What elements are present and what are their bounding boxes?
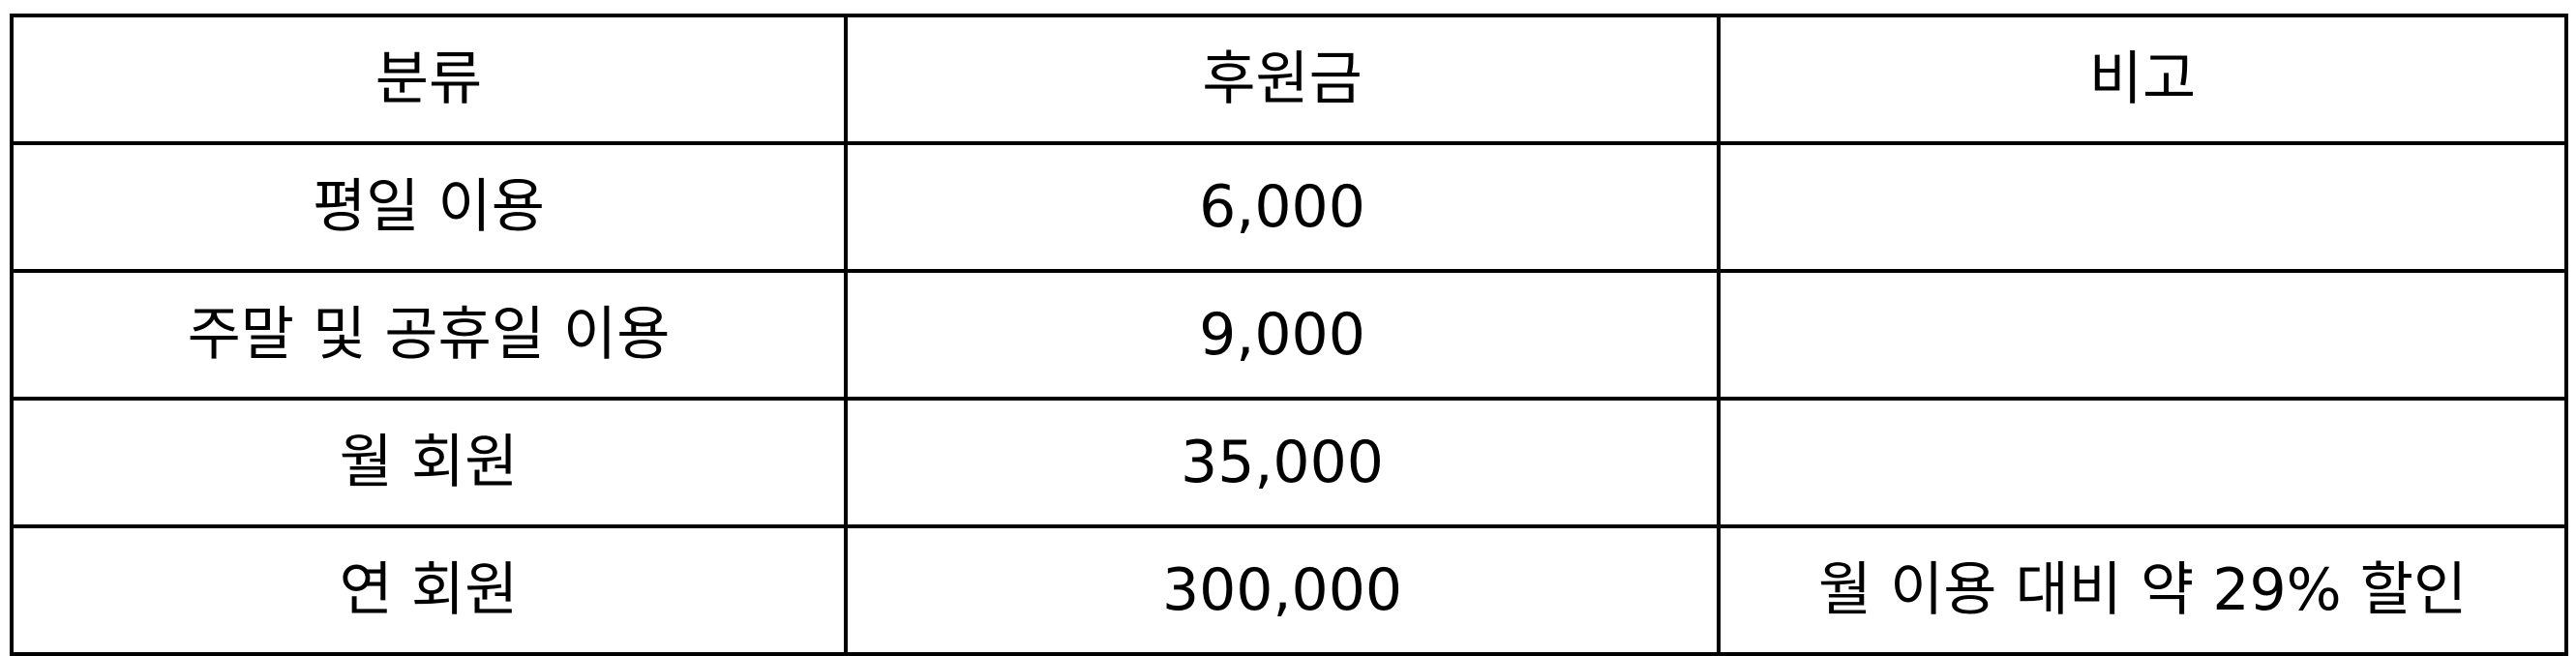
cell-note xyxy=(1717,269,2568,401)
cell-note: 월 이용 대비 약 29% 할인 xyxy=(1717,524,2568,656)
cell-category: 월 회원 xyxy=(10,397,848,528)
cell-amount: 6,000 xyxy=(844,141,1721,273)
table-row: 평일 이용 6,000 xyxy=(10,141,2568,273)
cell-amount: 9,000 xyxy=(844,269,1721,401)
table-row: 연 회원 300,000 월 이용 대비 약 29% 할인 xyxy=(10,524,2568,656)
header-note: 비고 xyxy=(1717,14,2568,145)
cell-note xyxy=(1717,141,2568,273)
cell-amount: 35,000 xyxy=(844,397,1721,528)
pricing-table-container: 분류 후원금 비고 평일 이용 6,000 주말 및 공휴일 이용 9,000 … xyxy=(10,14,2568,656)
cell-note xyxy=(1717,397,2568,528)
cell-category: 연 회원 xyxy=(10,524,848,656)
table-header-row: 분류 후원금 비고 xyxy=(10,14,2568,145)
table-row: 주말 및 공휴일 이용 9,000 xyxy=(10,269,2568,401)
cell-amount: 300,000 xyxy=(844,524,1721,656)
cell-category: 평일 이용 xyxy=(10,141,848,273)
table-row: 월 회원 35,000 xyxy=(10,397,2568,528)
header-amount: 후원금 xyxy=(844,14,1721,145)
pricing-table: 분류 후원금 비고 평일 이용 6,000 주말 및 공휴일 이용 9,000 … xyxy=(10,14,2568,656)
header-category: 분류 xyxy=(10,14,848,145)
cell-category: 주말 및 공휴일 이용 xyxy=(10,269,848,401)
